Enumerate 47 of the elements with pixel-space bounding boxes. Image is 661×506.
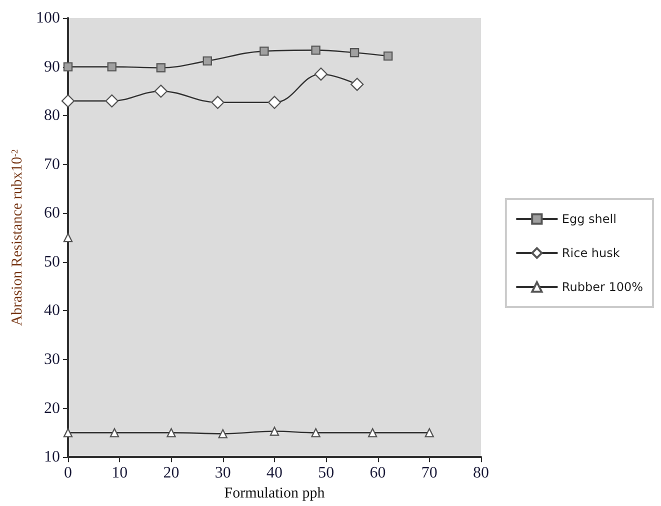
point [270,426,280,436]
legend-label: Rubber 100% [562,280,643,294]
y-tick-label: 20 [44,400,60,417]
x-tick-label: 50 [318,464,334,482]
y-tick-label: 100 [36,10,60,26]
point [311,428,320,438]
point [63,428,73,438]
legend-label: Rice husk [562,246,620,260]
point [350,48,360,58]
y-axis-title: Abrasion Resistance rubx10-2 [10,149,26,326]
point [107,62,116,72]
y-tick-label: 80 [44,107,60,124]
point [350,78,364,91]
point [260,46,269,56]
point [154,84,168,98]
x-axis-title: Formulation pph [224,486,326,502]
point [166,428,176,438]
y-tick-label: 30 [44,351,60,368]
y-tick-label: 60 [44,204,60,222]
point [368,428,378,438]
x-tick-label: 60 [370,464,386,482]
point [105,94,118,108]
x-tick-label: 30 [214,464,231,482]
x-tick-label: 20 [163,464,180,482]
y-tick-label: 40 [44,302,60,320]
point [63,232,73,242]
point [383,51,393,61]
y-tick-label: 90 [44,58,60,76]
point [268,96,282,110]
point [202,56,212,66]
x-tick-label: 0 [64,464,72,482]
legend-label: Egg shell [562,212,616,226]
point [218,429,228,438]
y-tick-label: 70 [44,156,60,173]
point [314,68,328,81]
point [110,428,120,438]
x-tick-label: 80 [473,464,489,482]
x-tick-label: 70 [421,464,438,482]
x-tick-label: 10 [112,464,128,482]
point [424,428,434,438]
x-tick-label: 40 [266,464,282,482]
point [156,63,166,72]
point [211,96,224,110]
y-tick-label: 10 [44,448,60,466]
point [61,94,75,108]
y-tick-label: 50 [44,253,60,270]
point [311,46,320,55]
